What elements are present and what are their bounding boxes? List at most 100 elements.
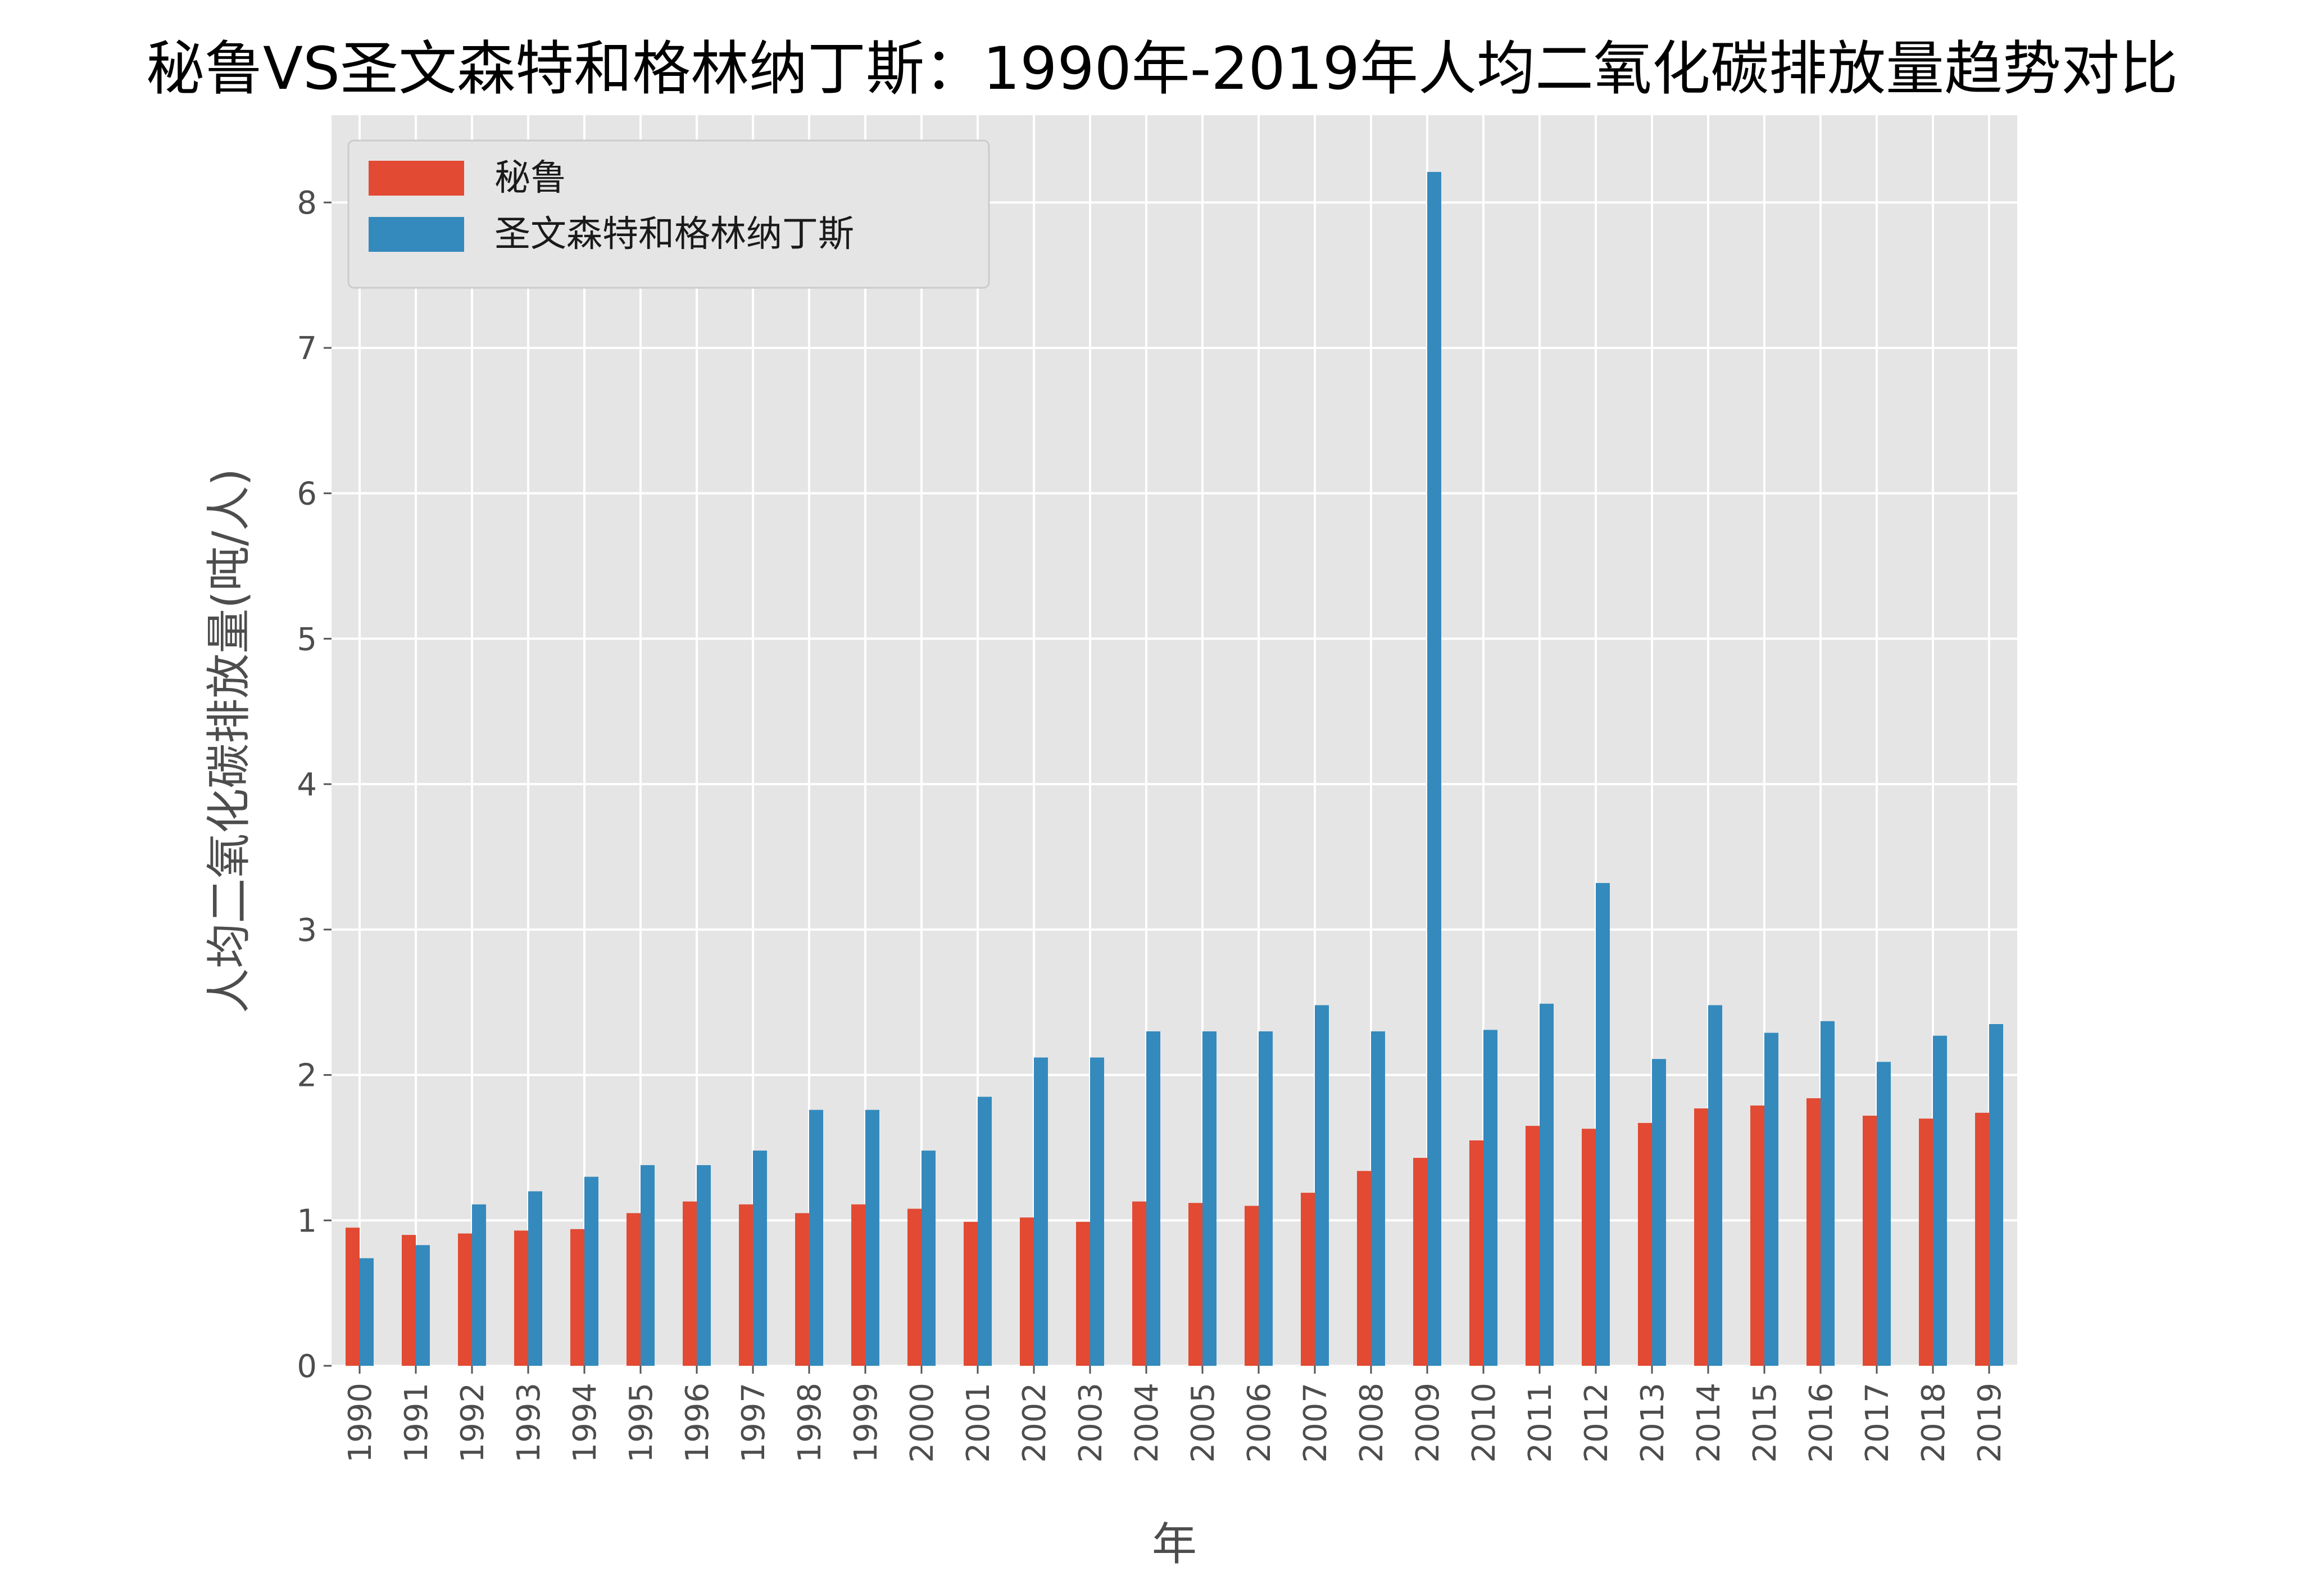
bar-series-1-2009	[1427, 171, 1441, 1366]
bar-series-0-1990	[346, 1228, 360, 1366]
bar-series-0-2011	[1526, 1126, 1540, 1366]
y-tick-label: 0	[297, 1348, 317, 1385]
x-tick-label: 2013	[1635, 1383, 1671, 1463]
legend-box	[347, 139, 990, 289]
x-tick-label: 2006	[1241, 1383, 1278, 1463]
bar-series-1-2014	[1708, 1005, 1722, 1366]
bar-series-1-1992	[472, 1204, 486, 1366]
y-tick-label: 5	[297, 621, 317, 658]
legend-swatch	[369, 161, 464, 196]
bar-series-1-2005	[1202, 1031, 1217, 1366]
bar-series-0-2008	[1357, 1171, 1371, 1366]
x-tick-label: 1993	[511, 1383, 547, 1463]
bar-series-1-1995	[641, 1165, 655, 1366]
bar-series-0-1992	[458, 1233, 472, 1366]
bar-series-0-2014	[1694, 1108, 1708, 1366]
bar-series-0-1995	[627, 1213, 641, 1366]
bar-series-0-2013	[1638, 1122, 1652, 1366]
x-tick-label: 2000	[904, 1383, 941, 1463]
bar-series-0-2002	[1020, 1217, 1034, 1366]
x-tick-label: 2007	[1297, 1383, 1334, 1463]
x-tick-label: 1996	[679, 1383, 716, 1463]
bar-series-1-2012	[1596, 883, 1610, 1366]
x-tick-label: 2010	[1466, 1383, 1503, 1463]
plot-area	[332, 115, 2017, 1366]
x-tick-label: 2012	[1578, 1383, 1615, 1463]
legend-swatch	[369, 217, 464, 252]
y-tick-label: 8	[297, 185, 317, 221]
bar-series-1-2013	[1652, 1059, 1666, 1366]
bar-series-0-2009	[1413, 1158, 1427, 1366]
bar-series-1-2004	[1146, 1031, 1160, 1366]
bar-series-1-2018	[1933, 1035, 1947, 1366]
y-tick-label: 3	[297, 912, 317, 949]
bar-series-0-2015	[1750, 1105, 1764, 1366]
bar-series-0-2012	[1582, 1129, 1596, 1366]
x-tick-label: 1995	[623, 1383, 660, 1463]
legend-label: 秘鲁	[494, 157, 566, 199]
x-tick-label: 2005	[1185, 1383, 1222, 1463]
bar-series-1-1990	[360, 1258, 374, 1366]
bar-series-1-1991	[416, 1245, 430, 1366]
bar-series-0-1999	[851, 1204, 865, 1366]
bar-series-1-2001	[978, 1097, 992, 1366]
bar-series-1-1999	[865, 1110, 879, 1366]
bar-series-1-2017	[1877, 1062, 1891, 1366]
x-tick-label: 2018	[1916, 1383, 1952, 1463]
bars	[346, 171, 2003, 1366]
x-tick-label: 2016	[1803, 1383, 1840, 1463]
bar-series-0-2000	[907, 1208, 922, 1366]
y-axis-label: 人均二氧化碳排放量(吨/人)	[203, 468, 255, 1013]
y-tick-label: 2	[297, 1058, 317, 1094]
legend-label: 圣文森特和格林纳丁斯	[494, 214, 854, 255]
bar-series-0-2004	[1132, 1201, 1146, 1366]
bar-series-1-2016	[1821, 1021, 1835, 1366]
bar-series-1-2002	[1034, 1057, 1048, 1366]
x-tick-label: 1991	[398, 1383, 435, 1463]
bar-series-1-2011	[1540, 1003, 1554, 1366]
bar-series-0-2006	[1245, 1206, 1259, 1366]
x-tick-label: 1998	[792, 1383, 828, 1463]
bar-series-1-1998	[809, 1110, 823, 1366]
bar-series-0-1991	[402, 1235, 416, 1366]
bar-series-0-2005	[1188, 1203, 1202, 1366]
x-tick-label: 2017	[1859, 1383, 1896, 1463]
x-axis-label: 年	[1152, 1518, 1197, 1570]
bar-series-1-2000	[922, 1151, 936, 1366]
bar-series-0-2003	[1076, 1221, 1090, 1366]
bar-series-0-2007	[1301, 1193, 1315, 1366]
bar-series-0-2001	[964, 1221, 978, 1366]
x-tick-label: 2015	[1747, 1383, 1783, 1463]
bar-series-1-2003	[1090, 1057, 1104, 1366]
y-axis: 0 1 2 3 4 5 6 7 8	[297, 185, 332, 1385]
bar-series-0-2016	[1806, 1098, 1821, 1366]
y-tick-label: 4	[297, 767, 317, 803]
y-tick-label: 6	[297, 476, 317, 513]
bar-series-0-2010	[1469, 1140, 1483, 1366]
x-tick-label: 2002	[1016, 1383, 1053, 1463]
bar-series-0-2017	[1863, 1116, 1877, 1366]
bar-series-0-1997	[739, 1204, 753, 1366]
x-tick-label: 2008	[1354, 1383, 1390, 1463]
bar-series-1-2006	[1259, 1031, 1273, 1366]
x-tick-label: 1999	[848, 1383, 884, 1463]
bar-series-1-1994	[584, 1176, 598, 1366]
bar-series-0-2018	[1919, 1118, 1933, 1366]
bar-series-1-2008	[1371, 1031, 1385, 1366]
x-tick-label: 1992	[455, 1383, 491, 1463]
x-tick-label: 1997	[736, 1383, 772, 1463]
bar-series-1-1993	[528, 1191, 542, 1366]
x-tick-label: 2001	[960, 1383, 997, 1463]
bar-series-0-2019	[1975, 1112, 1989, 1366]
bar-series-0-1996	[683, 1201, 697, 1366]
bar-series-1-2007	[1315, 1005, 1329, 1366]
bar-series-1-2015	[1764, 1033, 1778, 1366]
bar-series-1-1996	[697, 1165, 711, 1366]
bar-series-0-1993	[514, 1230, 528, 1366]
bar-series-0-1994	[570, 1229, 584, 1366]
y-tick-label: 1	[297, 1203, 317, 1239]
y-tick-label: 7	[297, 330, 317, 367]
x-tick-label: 2004	[1129, 1383, 1165, 1463]
bar-series-1-2010	[1483, 1030, 1497, 1366]
